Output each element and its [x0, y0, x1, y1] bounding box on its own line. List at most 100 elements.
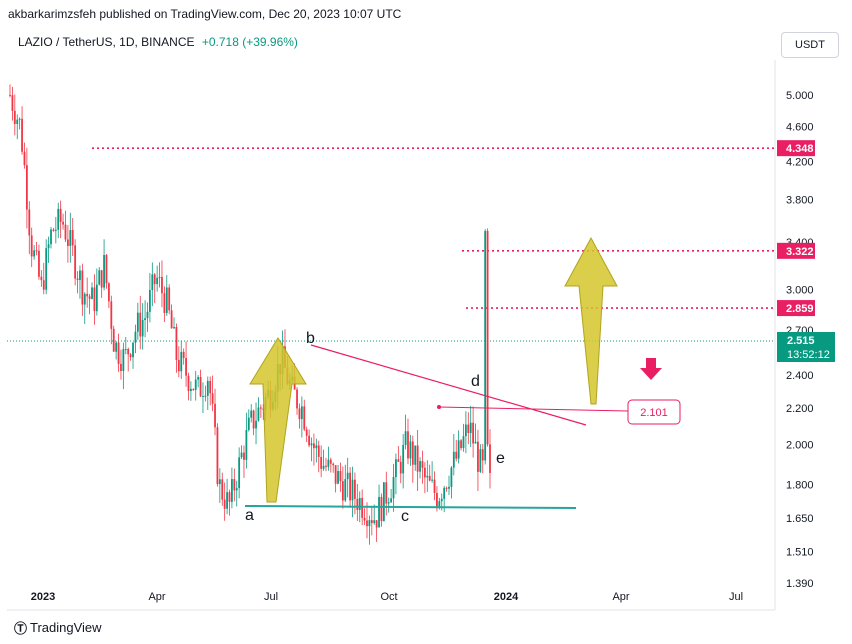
candle-body-18 — [53, 230, 55, 231]
candle-body-20 — [57, 209, 59, 230]
candle-body-103 — [258, 407, 260, 420]
candle-body-23 — [65, 225, 67, 240]
candle-body-128 — [318, 445, 320, 457]
candle-body-7 — [26, 165, 28, 209]
callout-value: 2.101 — [640, 407, 668, 419]
y-tick-1: 4.600 — [786, 122, 814, 134]
candle-body-67 — [171, 310, 173, 328]
candle-body-172 — [424, 468, 426, 478]
candle-body-154 — [381, 497, 383, 521]
candle-body-132 — [327, 460, 329, 467]
candle-body-8 — [28, 210, 30, 236]
candle-body-68 — [173, 327, 175, 328]
y-tick-9: 2.000 — [786, 439, 814, 451]
support-line[interactable] — [245, 506, 576, 508]
candle-body-33 — [89, 296, 91, 299]
candle-body-164 — [405, 431, 407, 445]
candle-body-42 — [110, 301, 112, 329]
candle-body-10 — [33, 250, 35, 256]
candle-body-197 — [484, 231, 486, 461]
candle-body-64 — [163, 293, 165, 313]
candle-body-45 — [118, 343, 120, 364]
candle-body-124 — [308, 436, 310, 446]
candle-body-86 — [217, 427, 219, 484]
candle-body-53 — [137, 313, 139, 332]
candle-body-31 — [84, 294, 86, 305]
candle-body-97 — [243, 453, 245, 460]
candle-body-39 — [103, 255, 105, 288]
candle-body-28 — [77, 279, 79, 280]
candle-body-141 — [349, 473, 351, 501]
candle-body-4 — [19, 119, 21, 120]
candle-body-1 — [12, 95, 14, 111]
x-tick-5: Apr — [612, 591, 629, 603]
candle-body-189 — [465, 425, 467, 437]
candle-body-121 — [301, 406, 303, 419]
candle-body-25 — [69, 230, 71, 246]
candle-body-149 — [368, 520, 370, 526]
candle-body-88 — [221, 479, 223, 499]
wave-label-d: d — [471, 373, 480, 390]
candle-body-161 — [397, 459, 399, 462]
y-tick-2: 4.200 — [786, 156, 814, 168]
candle-body-81 — [204, 396, 206, 397]
candle-body-151 — [373, 520, 375, 523]
candle-body-14 — [43, 280, 45, 290]
y-tick-5: 3.000 — [786, 285, 814, 297]
candle-body-99 — [248, 418, 250, 430]
candle-body-138 — [342, 481, 344, 500]
candle-body-199 — [489, 444, 491, 473]
candle-body-30 — [81, 271, 83, 305]
candle-body-34 — [91, 287, 93, 298]
candle-body-152 — [376, 520, 378, 527]
candle-body-195 — [479, 449, 481, 472]
candle-body-104 — [260, 407, 262, 408]
y-tick-10: 1.800 — [786, 480, 814, 492]
candle-body-40 — [106, 255, 108, 283]
candle-body-66 — [168, 288, 170, 311]
candle-body-51 — [132, 343, 134, 358]
candle-body-170 — [419, 461, 421, 472]
candle-body-119 — [296, 390, 298, 409]
candle-body-50 — [130, 354, 132, 357]
wave-label-c: c — [401, 508, 409, 525]
candle-body-122 — [303, 406, 305, 429]
candle-body-145 — [359, 498, 361, 510]
candle-body-5 — [21, 119, 23, 152]
candle-body-70 — [178, 360, 180, 371]
down-arrow-marker[interactable] — [640, 358, 662, 380]
y-tick-7: 2.400 — [786, 370, 814, 382]
candle-body-84 — [212, 393, 214, 404]
candle-body-24 — [67, 240, 69, 246]
candle-body-65 — [166, 288, 168, 313]
candle-body-185 — [455, 452, 457, 459]
candle-body-171 — [422, 461, 424, 468]
candle-body-187 — [460, 440, 462, 448]
descending-trendline[interactable] — [311, 345, 586, 425]
candle-body-77 — [195, 380, 197, 390]
y-tick-13: 1.390 — [786, 578, 814, 590]
candle-body-12 — [38, 251, 40, 277]
candle-body-123 — [306, 429, 308, 435]
candle-body-35 — [94, 287, 96, 311]
x-tick-0: 2023 — [31, 591, 55, 603]
candle-body-136 — [337, 471, 339, 484]
candle-body-32 — [86, 294, 88, 296]
candle-body-85 — [214, 404, 216, 427]
candle-body-173 — [426, 476, 428, 478]
candle-body-48 — [125, 349, 127, 350]
candle-body-198 — [487, 231, 489, 444]
candle-body-147 — [364, 518, 366, 521]
candle-body-135 — [335, 465, 337, 484]
candle-body-120 — [299, 408, 301, 419]
candle-body-49 — [127, 349, 129, 354]
candle-body-75 — [190, 389, 192, 391]
candle-body-142 — [352, 480, 354, 501]
candle-body-191 — [470, 423, 472, 433]
up-arrow-right[interactable] — [565, 238, 617, 404]
candle-body-134 — [332, 464, 334, 465]
candle-body-129 — [320, 457, 322, 469]
candle-body-43 — [113, 329, 115, 352]
tradingview-logo-icon: Ⓣ — [14, 618, 26, 637]
